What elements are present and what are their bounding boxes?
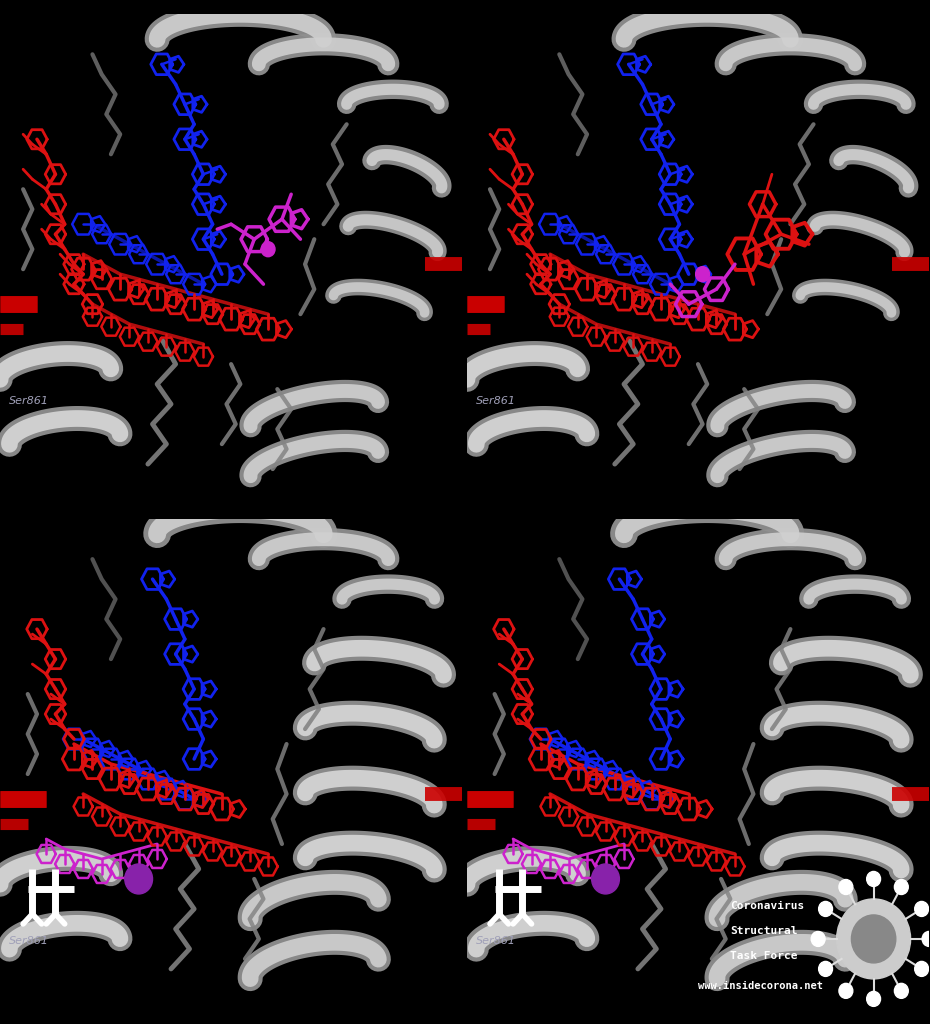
- Circle shape: [867, 991, 881, 1007]
- Text: Task Force: Task Force: [730, 951, 798, 961]
- Text: Structural: Structural: [730, 926, 798, 936]
- Circle shape: [818, 901, 832, 916]
- Text: Ser861: Ser861: [9, 936, 49, 946]
- Circle shape: [867, 871, 881, 887]
- Text: Ser861: Ser861: [476, 396, 516, 407]
- Text: Ser861: Ser861: [476, 936, 516, 946]
- Circle shape: [818, 962, 832, 977]
- Circle shape: [261, 242, 275, 257]
- Circle shape: [696, 266, 710, 282]
- Circle shape: [895, 880, 909, 895]
- Circle shape: [839, 880, 853, 895]
- Circle shape: [852, 914, 896, 963]
- Text: Coronavirus: Coronavirus: [730, 901, 804, 911]
- Circle shape: [811, 932, 825, 946]
- Circle shape: [125, 864, 153, 894]
- Circle shape: [923, 932, 930, 946]
- Text: Ser861: Ser861: [9, 396, 49, 407]
- Circle shape: [915, 901, 928, 916]
- Circle shape: [591, 864, 619, 894]
- Circle shape: [837, 899, 910, 979]
- Circle shape: [895, 983, 909, 998]
- Circle shape: [915, 962, 928, 977]
- Circle shape: [839, 983, 853, 998]
- Text: www.insidecorona.net: www.insidecorona.net: [698, 981, 823, 991]
